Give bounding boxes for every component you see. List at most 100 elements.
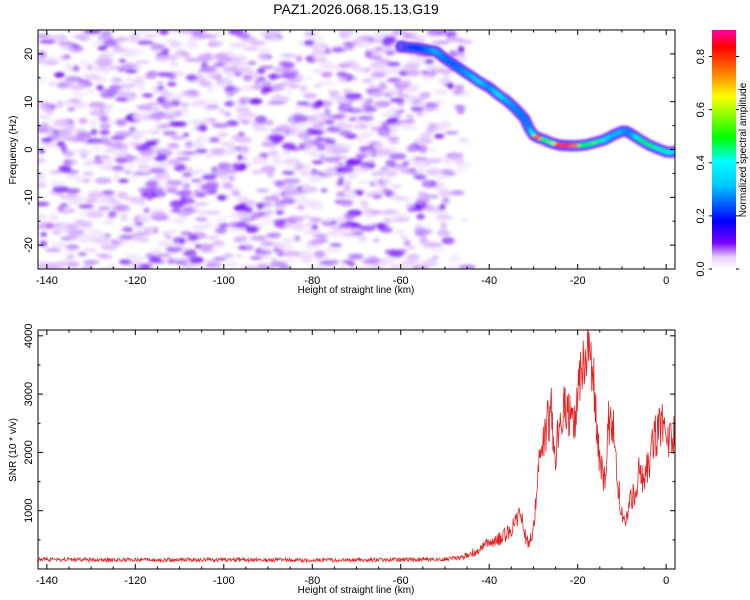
noise-blob bbox=[103, 66, 111, 74]
noise-blob bbox=[435, 210, 449, 216]
noise-blob bbox=[167, 158, 183, 166]
noise-blob bbox=[215, 56, 230, 60]
noise-blob bbox=[364, 106, 377, 113]
noise-blob bbox=[269, 73, 278, 81]
noise-blob bbox=[236, 32, 251, 39]
noise-blob bbox=[453, 84, 465, 92]
noise-blob bbox=[385, 65, 402, 73]
noise-blob bbox=[111, 151, 129, 157]
noise-blob bbox=[344, 45, 355, 51]
noise-blob bbox=[83, 248, 97, 252]
noise-blob bbox=[314, 35, 325, 43]
noise-blob bbox=[154, 155, 168, 162]
noise-blob bbox=[53, 36, 61, 42]
y-tick-label: -20 bbox=[23, 237, 35, 253]
noise-blob bbox=[267, 134, 285, 142]
noise-blob bbox=[108, 210, 117, 219]
noise-blob bbox=[338, 76, 347, 83]
noise-blob bbox=[315, 136, 324, 141]
noise-blob bbox=[441, 69, 451, 77]
noise-blob bbox=[281, 142, 296, 151]
noise-blob bbox=[347, 172, 358, 180]
noise-blob bbox=[38, 262, 55, 269]
noise-blob bbox=[239, 217, 256, 222]
noise-blob bbox=[376, 222, 387, 231]
noise-blob bbox=[100, 243, 118, 251]
noise-blob bbox=[62, 205, 71, 213]
noise-blob bbox=[39, 126, 57, 133]
noise-blob bbox=[88, 101, 106, 109]
noise-blob bbox=[259, 65, 275, 70]
noise-blob bbox=[218, 223, 229, 228]
noise-blob bbox=[282, 237, 298, 243]
noise-blob bbox=[432, 255, 439, 260]
noise-blob bbox=[194, 217, 208, 222]
noise-blob bbox=[409, 69, 421, 77]
noise-blob bbox=[428, 146, 437, 152]
noise-blob bbox=[360, 131, 375, 137]
noise-blob bbox=[124, 69, 138, 74]
noise-blob bbox=[170, 99, 181, 107]
noise-blob bbox=[209, 147, 227, 156]
noise-blob bbox=[262, 265, 276, 269]
noise-blob bbox=[50, 242, 69, 248]
noise-blob bbox=[306, 121, 319, 125]
noise-blob bbox=[64, 123, 76, 131]
noise-blob bbox=[150, 47, 162, 54]
noise-blob bbox=[237, 67, 254, 74]
noise-blob bbox=[446, 36, 464, 43]
noise-blob bbox=[198, 120, 212, 125]
noise-blob bbox=[185, 74, 198, 82]
noise-blob bbox=[67, 228, 85, 236]
noise-blob bbox=[118, 108, 130, 113]
x-tick-label: -100 bbox=[213, 275, 235, 287]
noise-blob bbox=[112, 241, 122, 246]
noise-blob bbox=[333, 147, 342, 156]
noise-blob bbox=[103, 39, 118, 47]
noise-blob bbox=[294, 104, 306, 111]
noise-blob bbox=[209, 136, 220, 143]
noise-blob bbox=[270, 261, 288, 267]
noise-blob bbox=[405, 98, 415, 104]
noise-blob bbox=[86, 210, 105, 219]
noise-blob bbox=[124, 253, 140, 260]
noise-blob bbox=[425, 158, 442, 164]
colorbar-gradient bbox=[712, 30, 736, 269]
noise-blob bbox=[418, 145, 428, 153]
noise-blob bbox=[97, 45, 108, 51]
noise-blob bbox=[204, 153, 214, 159]
noise-blob bbox=[283, 157, 301, 166]
y-tick-label: 20 bbox=[23, 48, 35, 60]
noise-blob bbox=[38, 101, 50, 107]
noise-blob bbox=[314, 234, 328, 238]
noise-blob bbox=[161, 101, 172, 109]
noise-blob bbox=[224, 100, 236, 107]
noise-blob bbox=[372, 144, 382, 150]
noise-blob bbox=[434, 99, 444, 104]
noise-blob bbox=[270, 159, 284, 167]
noise-blob bbox=[238, 147, 249, 154]
noise-blob bbox=[306, 103, 313, 108]
noise-blob bbox=[172, 218, 187, 224]
noise-blob bbox=[94, 155, 101, 162]
noise-blob bbox=[322, 223, 337, 229]
spectrogram-xlabel: Height of straight line (km) bbox=[298, 285, 415, 296]
noise-blob bbox=[380, 260, 388, 268]
noise-blob bbox=[137, 86, 145, 91]
noise-blob bbox=[115, 37, 127, 42]
noise-blob bbox=[367, 159, 376, 164]
y-tick-label: 0 bbox=[23, 146, 35, 152]
noise-blob bbox=[77, 252, 88, 257]
noise-blob bbox=[381, 188, 390, 194]
noise-blob bbox=[420, 132, 433, 139]
noise-blob bbox=[118, 59, 127, 63]
noise-blob bbox=[384, 209, 398, 214]
noise-blob bbox=[370, 71, 386, 79]
noise-blob bbox=[412, 162, 430, 167]
noise-blob bbox=[149, 256, 162, 262]
noise-blob bbox=[266, 170, 274, 178]
noise-blob bbox=[57, 206, 65, 212]
noise-blob bbox=[220, 175, 227, 182]
noise-blob bbox=[224, 261, 238, 267]
noise-blob bbox=[256, 188, 269, 193]
